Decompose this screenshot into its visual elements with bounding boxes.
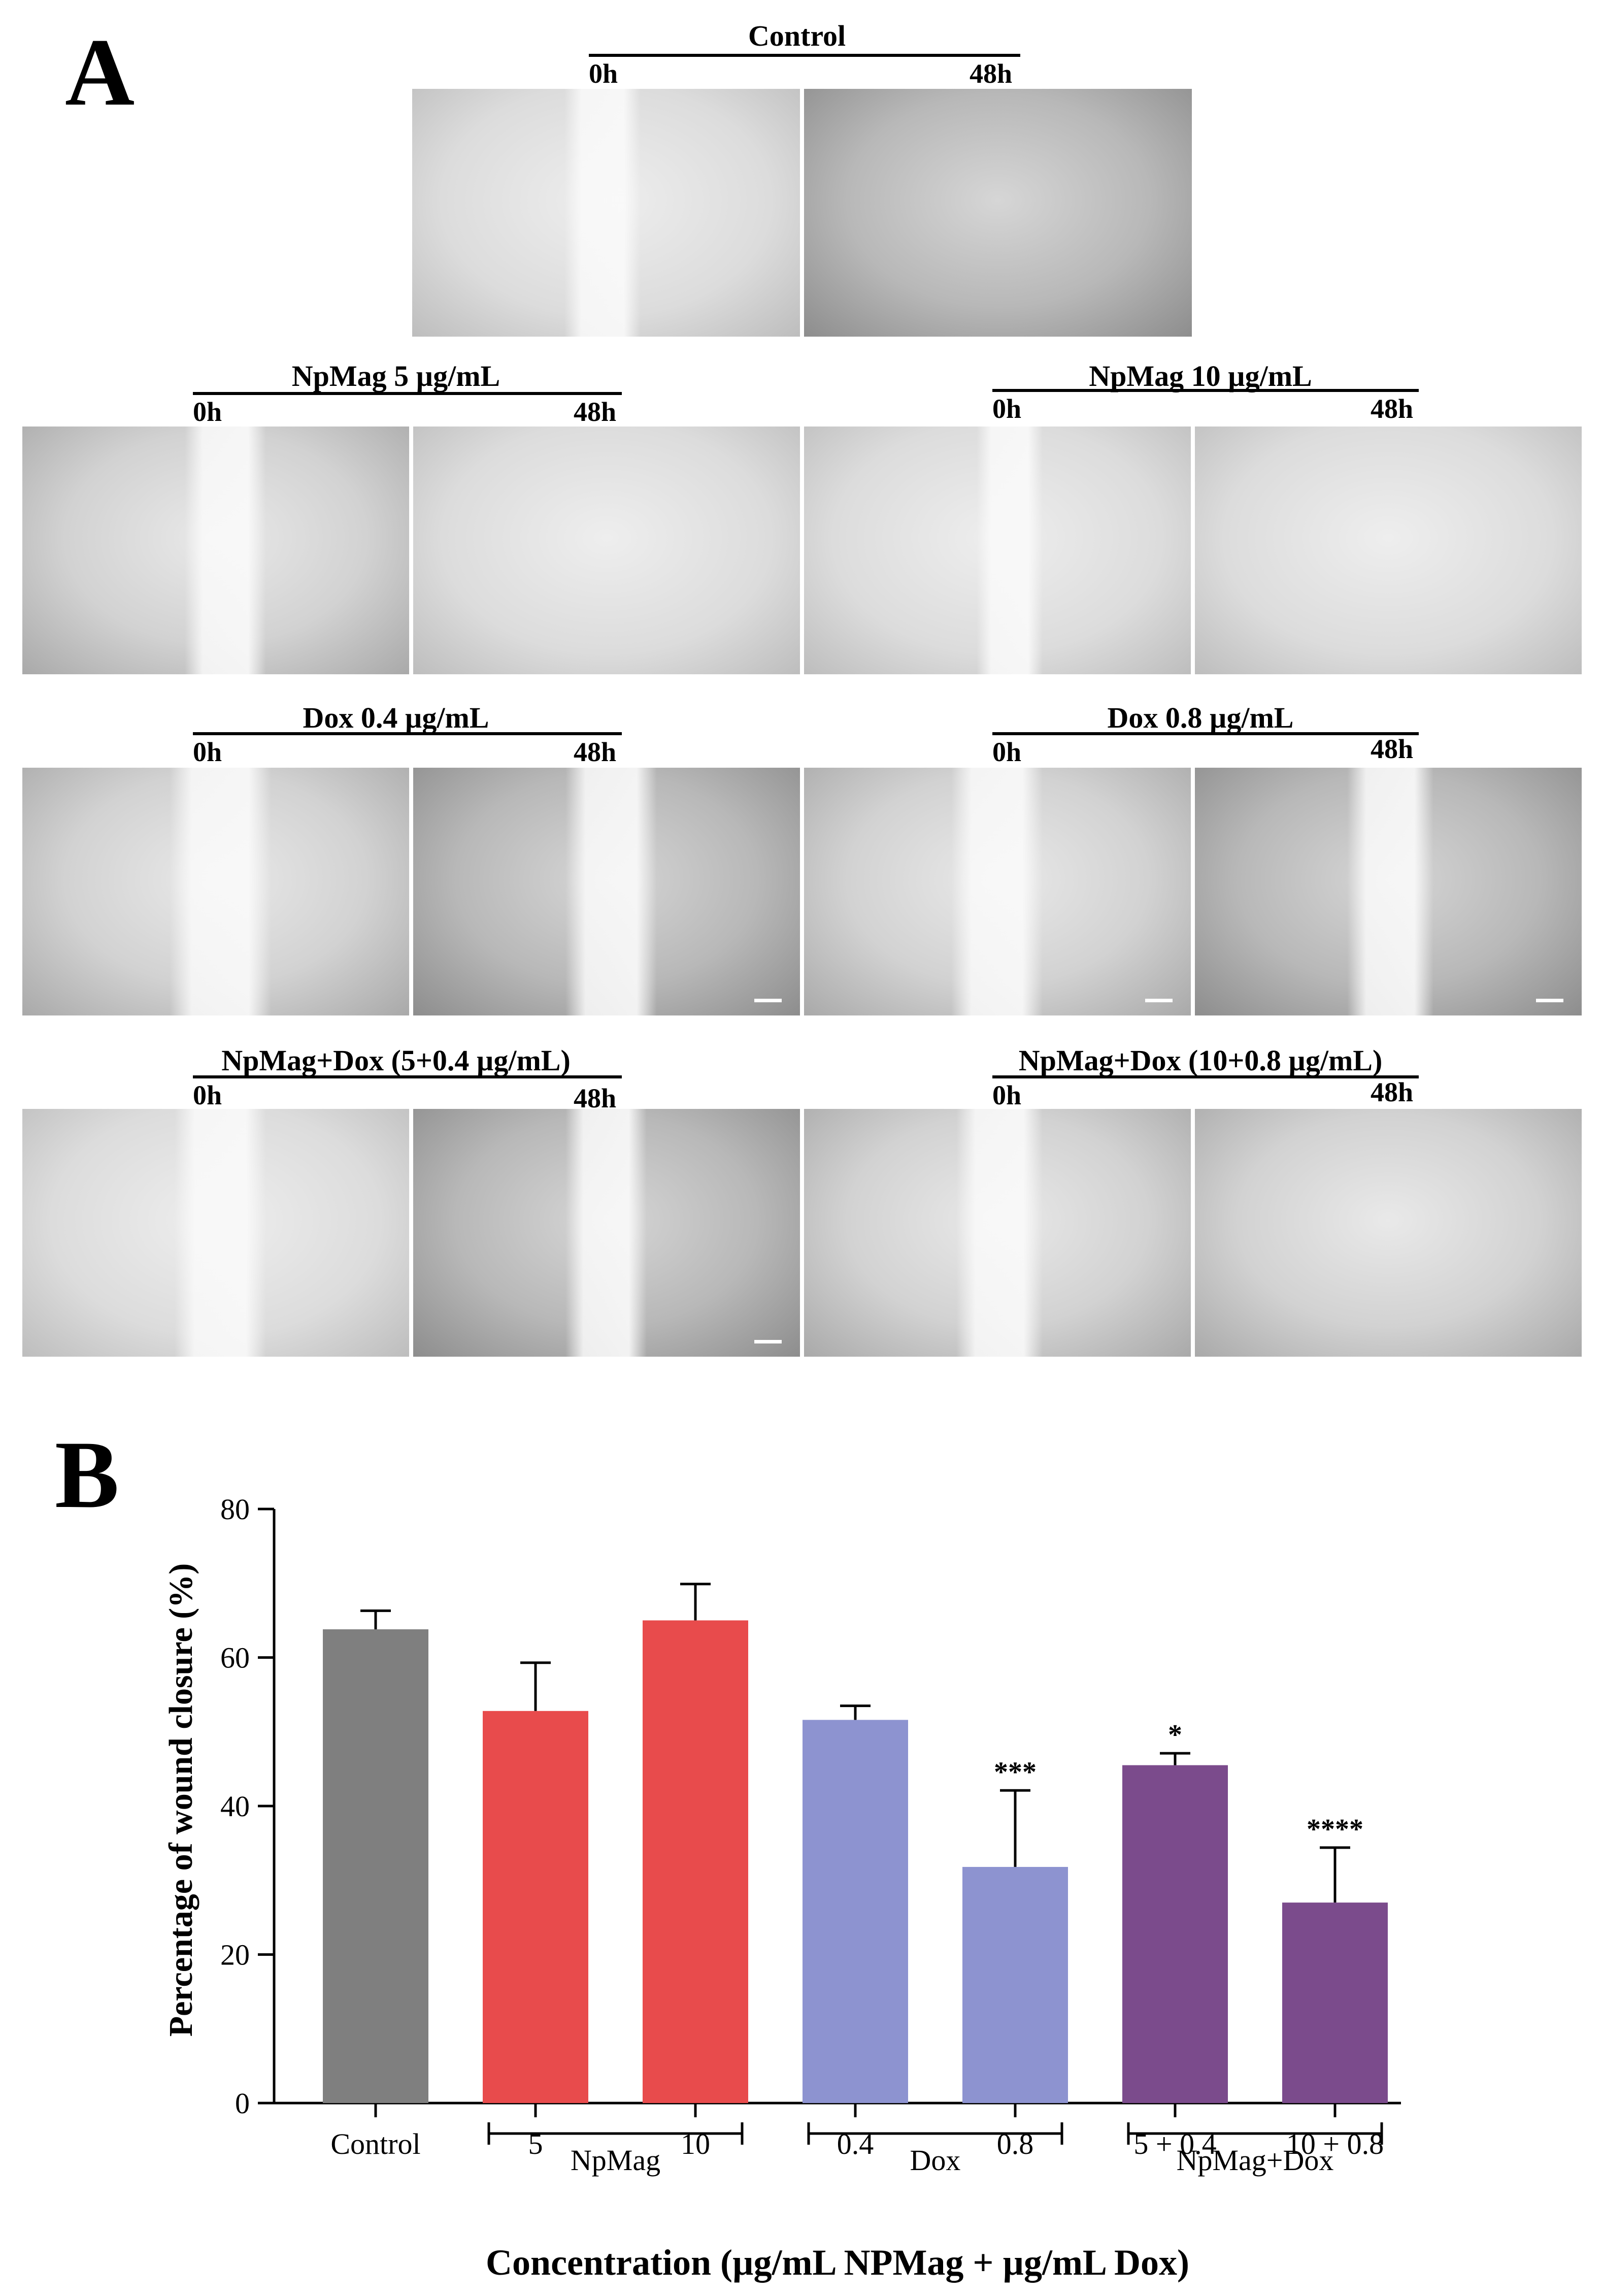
panel-b-letter: B	[55, 1422, 119, 1528]
group-label-control: Control	[748, 19, 846, 52]
bar-0	[323, 1629, 428, 2103]
y-tick-label: 60	[220, 1642, 250, 1675]
micrograph-combo1-48h	[413, 1109, 800, 1357]
micrograph-combo2-48h	[1195, 1109, 1582, 1357]
group-label-npmag10: NpMag 10 µg/mL	[1089, 359, 1312, 392]
group-line-dox08	[992, 732, 1419, 735]
significance-5: *	[1168, 1719, 1182, 1751]
time-label-npmag10-0h: 0h	[992, 393, 1022, 424]
y-tick-label: 0	[235, 2087, 250, 2120]
group-line-dox04	[193, 732, 622, 735]
micrograph-dox08-0h	[804, 768, 1191, 1015]
time-label-dox08-48h: 48h	[1371, 734, 1414, 764]
group-label-npmag5: NpMag 5 µg/mL	[291, 359, 500, 392]
micrograph-dox04-0h	[22, 768, 409, 1015]
group-line-control	[589, 54, 1020, 57]
micrograph-control-48h	[804, 89, 1192, 337]
group-label-combo1: NpMag+Dox (5+0.4 µg/mL)	[221, 1044, 571, 1077]
time-label-dox08-0h: 0h	[992, 737, 1022, 767]
bar-6	[1282, 1903, 1388, 2103]
bar-2	[643, 1620, 748, 2103]
significance-6: ****	[1307, 1814, 1363, 1845]
micrograph-npmag5-48h	[413, 427, 800, 674]
group-line-combo1	[193, 1075, 622, 1078]
y-axis-title: Percentage of wound closure (%)	[162, 1563, 199, 2037]
group-label-combo2: NpMag+Dox (10+0.8 µg/mL)	[1018, 1044, 1383, 1077]
time-label-npmag5-0h: 0h	[193, 397, 222, 427]
bar-1	[483, 1711, 588, 2103]
bar-5	[1122, 1765, 1228, 2103]
micrograph-combo2-0h	[804, 1109, 1191, 1357]
bar-4	[962, 1866, 1068, 2103]
x-tick-label-0: Control	[330, 2127, 420, 2160]
time-label-combo1-48h: 48h	[574, 1083, 617, 1113]
time-label-combo2-48h: 48h	[1371, 1077, 1414, 1107]
significance-4: ***	[994, 1756, 1037, 1788]
y-tick-label: 20	[220, 1939, 250, 1972]
time-label-combo2-0h: 0h	[992, 1080, 1022, 1110]
group-label-dox04: Dox 0.4 µg/mL	[303, 701, 489, 734]
time-label-combo1-0h: 0h	[193, 1080, 222, 1110]
micrograph-combo1-0h	[22, 1109, 409, 1357]
bracket-label-2: NpMag+Dox	[1177, 2144, 1334, 2177]
time-label-npmag10-48h: 48h	[1371, 393, 1414, 424]
micrograph-dox04-48h	[413, 768, 800, 1015]
micrograph-npmag5-0h	[22, 427, 409, 674]
time-label-control-0h: 0h	[589, 58, 618, 89]
time-label-npmag5-48h: 48h	[574, 397, 617, 427]
panel-a-letter: A	[65, 19, 135, 126]
time-label-control-48h: 48h	[970, 58, 1013, 89]
group-line-npmag5	[193, 392, 622, 395]
micrograph-control-0h	[412, 89, 800, 337]
group-line-combo2	[992, 1075, 1419, 1078]
group-line-npmag10	[992, 389, 1419, 392]
time-label-dox04-0h: 0h	[193, 737, 222, 767]
bar-3	[803, 1720, 908, 2103]
y-tick-label: 80	[220, 1493, 250, 1526]
time-label-dox04-48h: 48h	[574, 737, 617, 767]
micrograph-npmag10-0h	[804, 427, 1191, 674]
micrograph-npmag10-48h	[1195, 427, 1582, 674]
bracket-label-0: NpMag	[571, 2144, 660, 2177]
group-label-dox08: Dox 0.8 µg/mL	[1107, 701, 1294, 734]
micrograph-dox08-48h	[1195, 768, 1582, 1015]
bracket-label-1: Dox	[910, 2144, 961, 2177]
y-tick-label: 40	[220, 1790, 250, 1823]
x-axis-title: Concentration (µg/mL NPMag + µg/mL Dox)	[486, 2242, 1189, 2283]
